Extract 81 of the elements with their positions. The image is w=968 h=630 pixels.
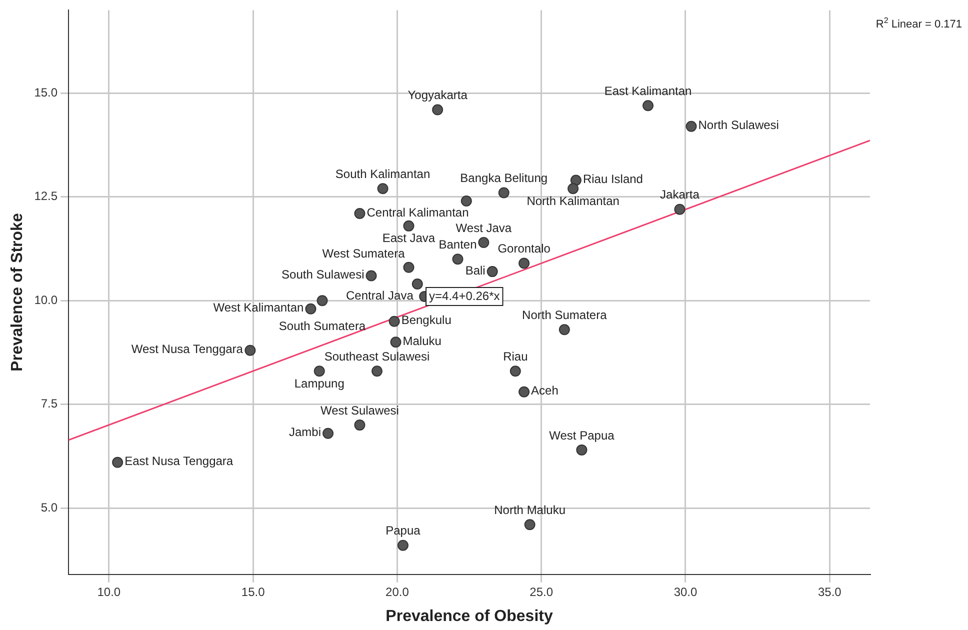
- point: [354, 420, 366, 431]
- data-label: West Sumatera: [322, 246, 406, 261]
- point: [432, 104, 444, 116]
- text: R$^{2}$ Linear = 0.171: [876, 16, 962, 31]
- point: [377, 183, 388, 194]
- point: [112, 456, 124, 468]
- data-label: East Nusa Tenggara: [124, 454, 234, 468]
- point: [642, 100, 654, 112]
- point: [314, 366, 325, 377]
- data-label: Central Kalimantan: [366, 205, 469, 220]
- point: [498, 187, 510, 198]
- point: [478, 237, 490, 248]
- point: [322, 428, 334, 439]
- data-label: North Kalimantan: [526, 194, 620, 208]
- data-label: Gorontalo: [498, 242, 551, 256]
- data-label: Bengkulu: [401, 313, 452, 328]
- point: [372, 366, 383, 377]
- data-label: West Sulawesi: [320, 403, 399, 418]
- y-tick-label: 10.0: [34, 292, 58, 307]
- point: [388, 316, 400, 327]
- point: [354, 208, 366, 219]
- y-tick-label: 7.5: [40, 396, 58, 411]
- annotation: y=4.4+0.26*x: [429, 288, 500, 303]
- data-label: Southeast Sulawesi: [324, 349, 430, 364]
- data-label: Bali: [465, 263, 486, 278]
- point: [403, 262, 414, 273]
- x-tick-label: 25.0: [530, 584, 554, 599]
- point: [366, 270, 377, 282]
- data-label: East Kalimantan: [604, 84, 692, 98]
- data-label: West Papua: [549, 428, 615, 442]
- y-tick-label: 15.0: [34, 85, 58, 100]
- y-tick-label: 12.5: [34, 189, 58, 204]
- data-label: Jambi: [289, 425, 322, 440]
- point: [412, 278, 423, 290]
- data-label: South Sulawesi: [282, 268, 364, 282]
- data-label: West Nusa Tenggara: [131, 342, 244, 356]
- data-label: Yogyakarta: [408, 88, 468, 102]
- y-axis-title: Prevalence of Stroke: [9, 213, 26, 372]
- data-label: Lampung: [294, 376, 344, 390]
- data-label: North Sulawesi: [698, 118, 779, 132]
- point: [518, 386, 530, 398]
- x-tick-label: 10.0: [97, 584, 121, 599]
- data-label: Aceh: [531, 384, 558, 398]
- x-tick-label: 15.0: [241, 584, 266, 599]
- point: [518, 258, 530, 269]
- data-label: Riau Island: [582, 172, 643, 186]
- point: [686, 120, 697, 132]
- point: [524, 519, 536, 530]
- x-axis-title: Prevalence of Obesity: [386, 608, 553, 625]
- x-tick-label: 35.0: [818, 584, 842, 599]
- data-label: Papua: [386, 524, 421, 538]
- x-tick-label: 30.0: [674, 584, 698, 599]
- point: [674, 204, 686, 215]
- data-label: East Java: [382, 231, 436, 246]
- data-label: Banten: [438, 237, 477, 252]
- point: [510, 366, 521, 377]
- point: [452, 254, 464, 265]
- point: [390, 336, 402, 348]
- point: [397, 540, 408, 551]
- data-label: South Sumatera: [278, 318, 366, 333]
- point: [460, 196, 472, 207]
- data-label: West Kalimantan: [213, 300, 304, 315]
- point: [316, 295, 328, 306]
- point: [568, 183, 579, 194]
- point: [558, 324, 570, 336]
- point: [576, 444, 588, 456]
- point: [244, 344, 256, 356]
- point: [403, 220, 414, 232]
- data-label: South Kalimantan: [335, 166, 430, 181]
- point: [305, 303, 316, 314]
- point: [486, 266, 498, 278]
- data-label: Central Java: [346, 288, 414, 302]
- data-label: North Maluku: [494, 502, 566, 517]
- data-label: Maluku: [402, 334, 442, 348]
- data-label: Bangka Belitung: [460, 171, 548, 186]
- x-tick-label: 20.0: [386, 584, 410, 599]
- data-label: Riau: [503, 349, 528, 364]
- y-tick-label: 5.0: [40, 500, 58, 514]
- data-label: West Java: [456, 220, 512, 235]
- data-label: Jakarta: [660, 188, 700, 202]
- data-label: North Sumatera: [522, 308, 608, 322]
